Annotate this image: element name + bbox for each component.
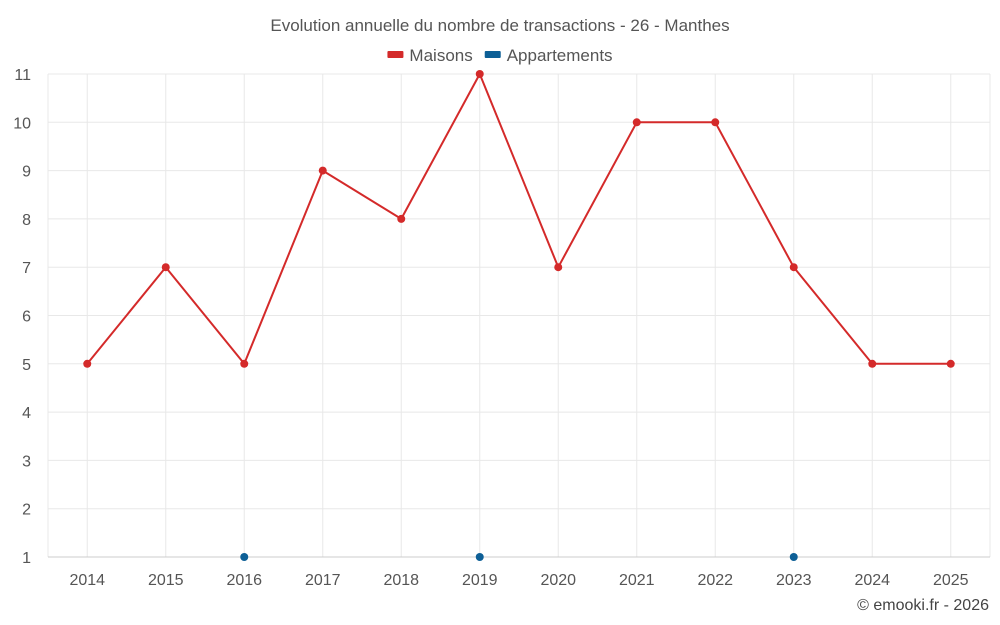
y-tick-label: 4 xyxy=(22,405,31,422)
y-tick-label: 5 xyxy=(22,357,31,374)
grid xyxy=(48,73,990,558)
data-point[interactable] xyxy=(711,118,720,127)
x-tick-label: 2014 xyxy=(69,572,105,589)
data-point[interactable] xyxy=(83,359,92,368)
x-tick-label: 2021 xyxy=(619,572,655,589)
x-tick-label: 2022 xyxy=(697,572,733,589)
data-point[interactable] xyxy=(318,166,327,175)
legend-label: Appartements xyxy=(507,46,613,65)
legend-swatch xyxy=(484,51,501,58)
data-point[interactable] xyxy=(161,263,170,272)
y-tick-label: 1 xyxy=(22,550,31,567)
y-tick-label: 3 xyxy=(22,453,31,470)
x-tick-label: 2019 xyxy=(462,572,498,589)
series-appartements xyxy=(240,553,798,561)
y-tick-label: 2 xyxy=(22,502,31,519)
series-maisons xyxy=(83,70,955,368)
data-point[interactable] xyxy=(475,70,484,78)
legend-swatch xyxy=(387,51,404,58)
x-tick-label: 2020 xyxy=(540,572,576,589)
data-point[interactable] xyxy=(240,553,249,561)
data-point[interactable] xyxy=(397,214,406,223)
legend-label: Maisons xyxy=(409,46,472,65)
data-point[interactable] xyxy=(475,553,484,561)
data-point[interactable] xyxy=(868,359,877,368)
x-tick-label: 2023 xyxy=(776,572,812,589)
legend-item-maisons[interactable]: Maisons xyxy=(387,46,473,65)
x-tick-label: 2015 xyxy=(148,572,184,589)
axes: 1 2 3 4 5 6 7 8 9 10 11 2014 2015 2016 2017 2018 2019 202… xyxy=(13,67,991,589)
y-tick-label: 8 xyxy=(22,212,31,229)
data-point[interactable] xyxy=(632,118,641,127)
y-tick-label: 11 xyxy=(14,67,31,84)
data-point[interactable] xyxy=(789,263,798,272)
series xyxy=(83,70,955,561)
x-tick-label: 2024 xyxy=(854,572,890,589)
x-tick-label: 2017 xyxy=(305,572,341,589)
legend-item-appartements[interactable]: Appartements xyxy=(484,46,613,65)
data-point[interactable] xyxy=(789,553,798,561)
y-tick-label: 10 xyxy=(13,115,31,132)
series-line xyxy=(86,73,951,365)
chart-title: Evolution annuelle du nombre de transact… xyxy=(270,16,729,35)
data-point[interactable] xyxy=(946,359,955,368)
x-tick-label: 2016 xyxy=(226,572,262,589)
credit-text: © emooki.fr - 2026 xyxy=(857,597,989,614)
x-tick-label: 2025 xyxy=(933,572,969,589)
x-tick-label: 2018 xyxy=(383,572,419,589)
y-tick-label: 6 xyxy=(22,309,31,326)
y-tick-label: 9 xyxy=(22,164,31,181)
data-point[interactable] xyxy=(554,263,563,272)
y-tick-label: 7 xyxy=(22,260,31,277)
legend: Maisons Appartements xyxy=(387,46,613,65)
data-point[interactable] xyxy=(240,359,249,368)
